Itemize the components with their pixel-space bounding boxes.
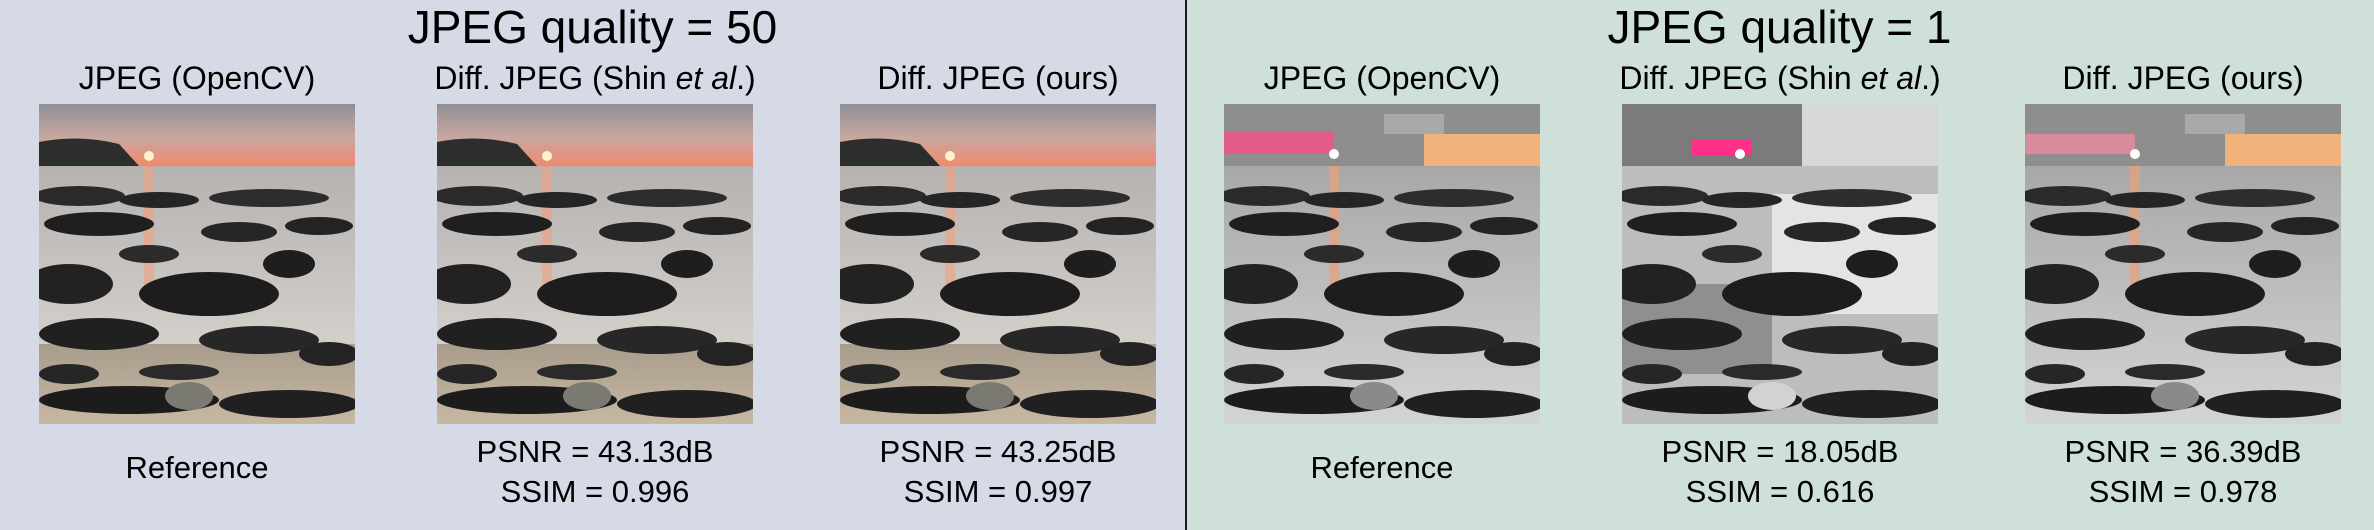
ssim-value: SSIM = 0.978 [2088, 474, 2278, 509]
panel-divider [1185, 0, 1187, 530]
psnr-value: PSNR = 18.05dB [1661, 434, 1899, 469]
metrics: PSNR = 36.39dB SSIM = 0.978 [2013, 432, 2353, 512]
column-label-text: JPEG (OpenCV) [1263, 60, 1501, 96]
reference-caption: Reference [1310, 450, 1454, 485]
beach-sunset-blocky-image [1224, 104, 1540, 424]
shin-column: Diff. JPEG (Shin et al.) PSNR = 43.13dB … [425, 58, 765, 512]
psnr-value: PSNR = 43.13dB [476, 434, 714, 469]
beach-sunset-degraded-image [1622, 104, 1938, 424]
panel-title: JPEG quality = 50 [407, 1, 778, 53]
ssim-value: SSIM = 0.997 [903, 474, 1093, 509]
ours-column: Diff. JPEG (ours) PSNR = 36.39dB SSIM = … [2013, 58, 2353, 512]
column-label-italic: et al [1860, 60, 1922, 96]
beach-sunset-image [39, 104, 355, 424]
opencv-column: JPEG (OpenCV) Reference [27, 58, 367, 488]
column-label: Diff. JPEG (ours) [828, 58, 1168, 98]
quality-1-panel: JPEG quality = 1 JPEG (OpenCV) Reference [1185, 0, 2374, 530]
quality-50-panel: JPEG quality = 50 JPEG (OpenCV) Referenc… [0, 0, 1185, 530]
metrics: PSNR = 43.25dB SSIM = 0.997 [828, 432, 1168, 512]
column-label: Diff. JPEG (Shin et al.) [425, 58, 765, 98]
column-label-italic: et al [675, 60, 737, 96]
shin-column: Diff. JPEG (Shin et al.) PSNR = 18.05dB … [1610, 58, 1950, 512]
metrics: PSNR = 18.05dB SSIM = 0.616 [1610, 432, 1950, 512]
ssim-value: SSIM = 0.616 [1685, 474, 1875, 509]
psnr-value: PSNR = 36.39dB [2064, 434, 2302, 469]
beach-sunset-image [840, 104, 1156, 424]
beach-sunset-image [437, 104, 753, 424]
column-label-text: JPEG (OpenCV) [78, 60, 316, 96]
panel-title: JPEG quality = 1 [1607, 1, 1952, 53]
column-label: Diff. JPEG (ours) [2013, 58, 2353, 98]
ssim-value: SSIM = 0.996 [500, 474, 690, 509]
psnr-value: PSNR = 43.25dB [879, 434, 1117, 469]
column-label: JPEG (OpenCV) [1212, 58, 1552, 98]
metrics: PSNR = 43.13dB SSIM = 0.996 [425, 432, 765, 512]
ours-column: Diff. JPEG (ours) PSNR = 43.25dB SSIM = … [828, 58, 1168, 512]
column-label-prefix: Diff. JPEG (Shin [434, 60, 676, 96]
reference-caption: Reference [125, 450, 269, 485]
column-label-suffix: .) [1921, 60, 1941, 96]
column-label-prefix: Diff. JPEG (Shin [1619, 60, 1861, 96]
column-label-text: Diff. JPEG (ours) [2062, 60, 2304, 96]
beach-sunset-blocky-image [2025, 104, 2341, 424]
column-label-suffix: .) [736, 60, 756, 96]
column-label: Diff. JPEG (Shin et al.) [1610, 58, 1950, 98]
column-label-text: Diff. JPEG (ours) [877, 60, 1119, 96]
opencv-column: JPEG (OpenCV) Reference [1212, 58, 1552, 488]
column-label: JPEG (OpenCV) [27, 58, 367, 98]
